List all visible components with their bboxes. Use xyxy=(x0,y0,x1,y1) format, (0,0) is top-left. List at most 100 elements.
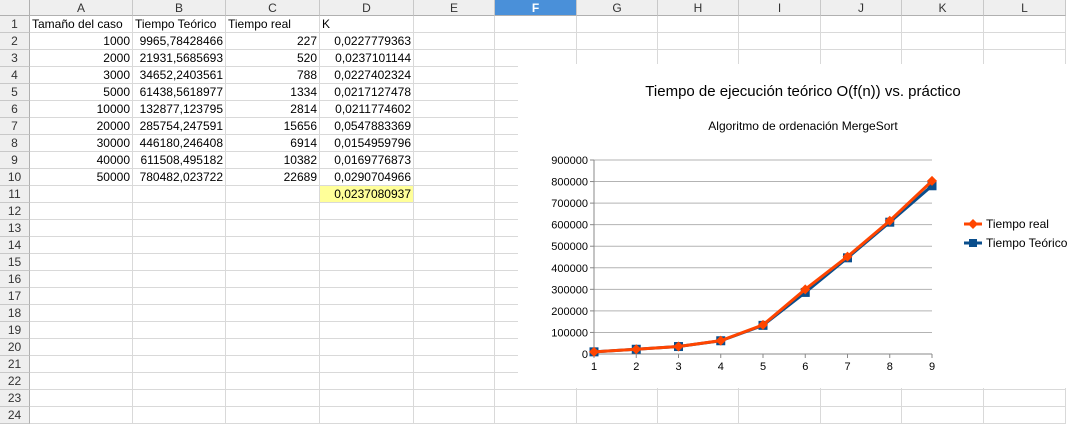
cell[interactable] xyxy=(320,254,414,271)
cell[interactable] xyxy=(414,67,495,84)
cell[interactable] xyxy=(320,237,414,254)
cell[interactable]: 21931,5685693 xyxy=(133,50,226,67)
select-all-corner[interactable] xyxy=(0,0,30,16)
row-header-2[interactable]: 2 xyxy=(0,33,30,50)
cell[interactable]: 1000 xyxy=(30,33,133,50)
cell[interactable]: 50000 xyxy=(30,169,133,186)
cell[interactable] xyxy=(414,305,495,322)
cell[interactable] xyxy=(414,220,495,237)
cell[interactable]: 61438,5618977 xyxy=(133,84,226,101)
cell[interactable] xyxy=(414,356,495,373)
cell[interactable] xyxy=(495,16,577,33)
cell[interactable]: 3000 xyxy=(30,67,133,84)
cell[interactable]: 285754,247591 xyxy=(133,118,226,135)
row-header-18[interactable]: 18 xyxy=(0,305,30,322)
row-header-6[interactable]: 6 xyxy=(0,101,30,118)
column-header-h[interactable]: H xyxy=(658,0,739,16)
header-cell-b[interactable]: Tiempo Teórico xyxy=(133,16,226,33)
cell[interactable]: 5000 xyxy=(30,84,133,101)
cell[interactable] xyxy=(320,390,414,407)
cell[interactable] xyxy=(414,373,495,390)
cell[interactable] xyxy=(414,203,495,220)
row-header-9[interactable]: 9 xyxy=(0,152,30,169)
cell[interactable] xyxy=(133,271,226,288)
cell[interactable] xyxy=(984,390,1066,407)
cell[interactable] xyxy=(133,237,226,254)
cell[interactable] xyxy=(984,33,1066,50)
cell[interactable]: 0,0547883369 xyxy=(320,118,414,135)
cell[interactable]: 6914 xyxy=(226,135,320,152)
cell[interactable] xyxy=(226,322,320,339)
cell[interactable] xyxy=(30,407,133,424)
cell[interactable] xyxy=(902,390,984,407)
cell[interactable] xyxy=(577,407,658,424)
column-header-f[interactable]: F xyxy=(495,0,577,16)
cell[interactable] xyxy=(658,407,739,424)
cell[interactable] xyxy=(30,288,133,305)
cell[interactable]: 20000 xyxy=(30,118,133,135)
cell[interactable] xyxy=(30,356,133,373)
cell[interactable]: 0,0211774602 xyxy=(320,101,414,118)
cell[interactable] xyxy=(320,356,414,373)
column-header-l[interactable]: L xyxy=(984,0,1066,16)
row-header-17[interactable]: 17 xyxy=(0,288,30,305)
cell[interactable] xyxy=(414,186,495,203)
k-average-cell[interactable]: 0,0237080937 xyxy=(320,186,414,203)
cell[interactable]: 446180,246408 xyxy=(133,135,226,152)
row-header-13[interactable]: 13 xyxy=(0,220,30,237)
cell[interactable]: 9965,78428466 xyxy=(133,33,226,50)
cell[interactable] xyxy=(414,135,495,152)
column-header-d[interactable]: D xyxy=(320,0,414,16)
cell[interactable] xyxy=(133,390,226,407)
cell[interactable]: 1334 xyxy=(226,84,320,101)
cell[interactable]: 2000 xyxy=(30,50,133,67)
cell[interactable] xyxy=(739,33,821,50)
cell[interactable]: 10382 xyxy=(226,152,320,169)
cell[interactable] xyxy=(577,390,658,407)
cell[interactable] xyxy=(902,33,984,50)
cell[interactable] xyxy=(320,305,414,322)
cell[interactable] xyxy=(821,33,902,50)
row-header-11[interactable]: 11 xyxy=(0,186,30,203)
cell[interactable] xyxy=(133,254,226,271)
cell[interactable] xyxy=(133,407,226,424)
cell[interactable] xyxy=(577,16,658,33)
row-header-10[interactable]: 10 xyxy=(0,169,30,186)
cell[interactable]: 34652,2403561 xyxy=(133,67,226,84)
cell[interactable]: 0,0154959796 xyxy=(320,135,414,152)
cell[interactable] xyxy=(320,288,414,305)
cell[interactable] xyxy=(414,237,495,254)
cell[interactable]: 22689 xyxy=(226,169,320,186)
cell[interactable] xyxy=(30,271,133,288)
cell[interactable] xyxy=(133,373,226,390)
cell[interactable] xyxy=(30,373,133,390)
cell[interactable] xyxy=(226,237,320,254)
row-header-21[interactable]: 21 xyxy=(0,356,30,373)
row-header-1[interactable]: 1 xyxy=(0,16,30,33)
cell[interactable] xyxy=(821,16,902,33)
cell[interactable]: 788 xyxy=(226,67,320,84)
column-header-a[interactable]: A xyxy=(30,0,133,16)
cell[interactable] xyxy=(320,271,414,288)
cell[interactable] xyxy=(414,33,495,50)
cell[interactable] xyxy=(414,407,495,424)
cell[interactable]: 0,0237101144 xyxy=(320,50,414,67)
cell[interactable] xyxy=(414,339,495,356)
cell[interactable] xyxy=(984,407,1066,424)
cell[interactable]: 0,0169776873 xyxy=(320,152,414,169)
row-header-8[interactable]: 8 xyxy=(0,135,30,152)
cell[interactable] xyxy=(226,203,320,220)
row-header-23[interactable]: 23 xyxy=(0,390,30,407)
cell[interactable] xyxy=(133,220,226,237)
column-header-g[interactable]: G xyxy=(577,0,658,16)
column-header-j[interactable]: J xyxy=(821,0,902,16)
cell[interactable] xyxy=(821,390,902,407)
cell[interactable] xyxy=(226,407,320,424)
cell[interactable] xyxy=(226,373,320,390)
cell[interactable] xyxy=(320,203,414,220)
header-cell-d[interactable]: K xyxy=(320,16,414,33)
cell[interactable] xyxy=(30,237,133,254)
cell[interactable] xyxy=(226,271,320,288)
cell[interactable] xyxy=(320,322,414,339)
cell[interactable]: 30000 xyxy=(30,135,133,152)
